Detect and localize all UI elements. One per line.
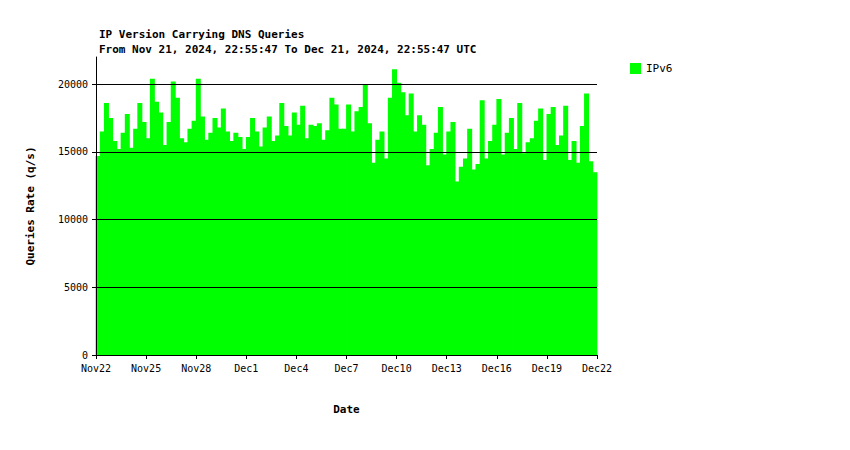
svg-text:Nov25: Nov25: [131, 363, 161, 374]
svg-text:Dec22: Dec22: [582, 363, 612, 374]
svg-text:Dec16: Dec16: [482, 363, 512, 374]
svg-text:Date: Date: [333, 403, 360, 416]
svg-text:IP Version Carrying DNS Querie: IP Version Carrying DNS Queries: [99, 28, 304, 41]
svg-text:20000: 20000: [58, 79, 88, 90]
svg-text:Dec1: Dec1: [234, 363, 258, 374]
svg-text:From Nov 21, 2024, 22:55:47 To: From Nov 21, 2024, 22:55:47 To Dec 21, 2…: [99, 43, 477, 56]
svg-text:Dec4: Dec4: [284, 363, 308, 374]
svg-text:5000: 5000: [64, 282, 88, 293]
svg-text:10000: 10000: [58, 214, 88, 225]
svg-text:0: 0: [82, 350, 88, 361]
svg-text:Queries Rate (q/s): Queries Rate (q/s): [24, 146, 37, 265]
svg-text:Dec13: Dec13: [432, 363, 462, 374]
svg-text:Dec10: Dec10: [382, 363, 412, 374]
svg-text:Dec7: Dec7: [334, 363, 358, 374]
svg-text:Nov28: Nov28: [181, 363, 211, 374]
svg-text:Nov22: Nov22: [81, 363, 111, 374]
svg-text:Dec19: Dec19: [532, 363, 562, 374]
svg-text:15000: 15000: [58, 146, 88, 157]
svg-text:IPv6: IPv6: [646, 62, 673, 75]
